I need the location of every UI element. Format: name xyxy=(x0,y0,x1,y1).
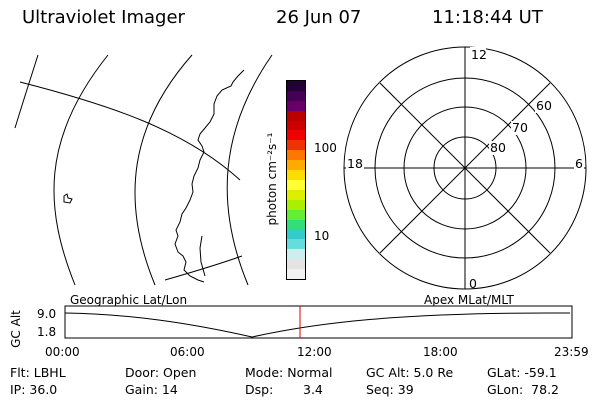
orbit-xtick-1200: 12:00 xyxy=(297,345,332,359)
colorbar-tick-100: 100 xyxy=(314,141,337,155)
colorbar-swatch xyxy=(287,179,305,190)
orbit-y-bottom: 1.8 xyxy=(37,325,57,339)
colorbar-unit-label: photon cm⁻²s⁻¹ xyxy=(265,132,279,226)
mlt-label-0: 0 xyxy=(469,276,477,290)
colorbar-swatch xyxy=(287,199,305,210)
colorbar-swatch xyxy=(287,120,305,131)
mlt-label-6: 6 xyxy=(575,156,583,171)
gain-value: Gain: 14 xyxy=(125,382,178,397)
colorbar-swatch xyxy=(287,110,305,121)
colorbar xyxy=(286,80,306,280)
geographic-map xyxy=(14,54,273,286)
colorbar-swatch xyxy=(287,249,305,260)
grid-line xyxy=(134,54,193,286)
ip-value: IP: 36.0 xyxy=(10,382,58,397)
lat-label-70: 70 xyxy=(512,120,528,135)
door-status: Door: Open xyxy=(125,365,197,380)
mlt-line-diagonal xyxy=(379,82,551,254)
lat-label-60: 60 xyxy=(536,98,552,113)
colorbar-swatch xyxy=(287,140,305,151)
coastline xyxy=(174,69,245,283)
orbit-altitude-plot xyxy=(64,305,573,339)
grid-line xyxy=(53,54,109,286)
orbit-plot-frame xyxy=(64,305,573,339)
coastline xyxy=(199,235,206,277)
orbit-y-top: 9.0 xyxy=(37,307,57,321)
colorbar-swatch xyxy=(287,160,305,171)
orbit-altitude-curve xyxy=(64,312,571,338)
island xyxy=(63,193,73,204)
dsp-label: Dsp: xyxy=(245,382,274,397)
orbit-xtick-0000: 00:00 xyxy=(45,345,80,359)
colorbar-swatch xyxy=(287,209,305,220)
colorbar-swatch xyxy=(287,229,305,240)
colorbar-swatch xyxy=(287,80,305,91)
dsp-value: 3.4 xyxy=(303,382,323,397)
colorbar-swatch xyxy=(287,90,305,101)
apex-panel-label: Apex MLat/MLT xyxy=(424,293,514,307)
mlt-label-12: 12 xyxy=(471,47,487,62)
colorbar-swatch xyxy=(287,269,305,279)
geographic-panel-label: Geographic Lat/Lon xyxy=(70,293,188,307)
geographic-longitude: GLon: 78.2 xyxy=(487,382,559,397)
mlt-label-18: 18 xyxy=(347,156,363,171)
colorbar-tick-10: 10 xyxy=(314,229,330,243)
instrument-title: Ultraviolet Imager xyxy=(22,7,185,28)
colorbar-swatch xyxy=(287,239,305,250)
polar-plot: 12 18 6 0 60 70 80 xyxy=(343,46,587,290)
sequence-number: Seq: 39 xyxy=(366,382,414,397)
orbit-xtick-2359: 23:59 xyxy=(554,345,589,359)
gc-altitude: GC Alt: 5.0 Re xyxy=(366,365,454,380)
observation-date: 26 Jun 07 xyxy=(276,7,362,28)
colorbar-swatch xyxy=(287,150,305,161)
mode-status: Mode: Normal xyxy=(245,365,333,380)
grid-line xyxy=(19,81,241,181)
geographic-latitude: GLat: -59.1 xyxy=(487,365,557,380)
grid-line xyxy=(164,255,243,281)
observation-time: 11:18:44 UT xyxy=(432,7,543,28)
colorbar-swatch xyxy=(287,100,305,111)
lat-label-80: 80 xyxy=(490,140,506,155)
colorbar-swatch xyxy=(287,259,305,270)
colorbar-swatch xyxy=(287,170,305,180)
orbit-xtick-0600: 06:00 xyxy=(170,345,205,359)
orbit-xtick-1800: 18:00 xyxy=(423,345,458,359)
grid-line xyxy=(226,54,273,286)
grid-line xyxy=(14,54,39,129)
colorbar-swatch xyxy=(287,189,305,200)
orbit-ylabel: GC Alt xyxy=(9,310,23,348)
filter-status: Flt: LBHL xyxy=(10,365,66,380)
colorbar-swatch xyxy=(287,130,305,141)
colorbar-swatch xyxy=(287,219,305,230)
